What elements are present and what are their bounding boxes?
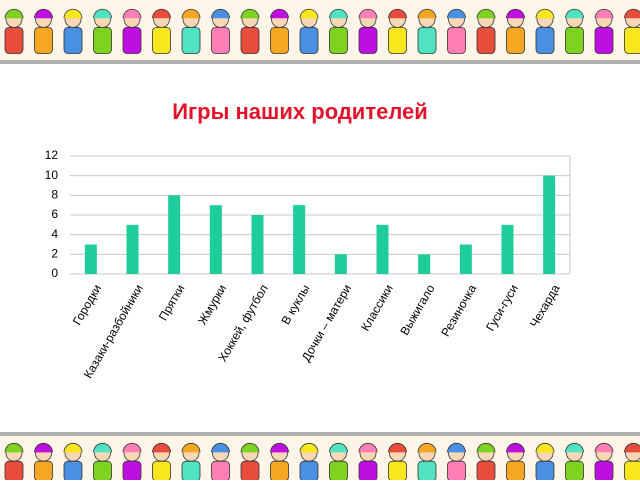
kid-body — [507, 461, 525, 480]
bar — [85, 245, 97, 275]
kid-body — [448, 461, 466, 480]
kid-body — [477, 461, 495, 480]
kid-body — [448, 27, 466, 53]
kid-body — [566, 27, 584, 53]
kid-body — [94, 461, 112, 480]
y-tick-label: 2 — [51, 247, 58, 261]
kid-body — [271, 27, 289, 53]
kid-body — [389, 27, 407, 53]
kid-body — [300, 461, 318, 480]
y-tick-label: 4 — [51, 227, 58, 241]
kid-body — [182, 461, 200, 480]
kid-body — [625, 27, 640, 53]
kid-body — [536, 27, 554, 53]
bar — [127, 225, 139, 274]
kid-body — [123, 27, 141, 53]
kid-body — [595, 461, 613, 480]
kid-body — [64, 461, 82, 480]
y-tick-label: 12 — [45, 148, 59, 162]
bar — [168, 195, 180, 274]
kid-body — [153, 27, 171, 53]
kid-body — [5, 27, 23, 53]
bar — [543, 176, 555, 274]
kid-body — [418, 27, 436, 53]
kid-body — [625, 461, 640, 480]
bar — [210, 205, 222, 274]
y-tick-label: 6 — [51, 207, 58, 221]
kid-body — [507, 27, 525, 53]
bar — [335, 254, 347, 274]
kid-body — [418, 461, 436, 480]
kid-body — [241, 27, 259, 53]
kid-body — [595, 27, 613, 53]
kid-body — [477, 27, 495, 53]
y-tick-label: 10 — [45, 168, 59, 182]
kid-body — [271, 461, 289, 480]
kid-body — [566, 461, 584, 480]
kid-body — [300, 27, 318, 53]
kid-body — [94, 27, 112, 53]
bar — [293, 205, 305, 274]
bar — [418, 254, 430, 274]
chart-title: Игры наших родителей — [172, 99, 428, 124]
kid-body — [330, 461, 348, 480]
kid-body — [212, 461, 230, 480]
kid-body — [182, 27, 200, 53]
bar — [460, 245, 472, 275]
bar — [252, 215, 264, 274]
y-tick-label: 8 — [51, 188, 58, 202]
kid-body — [64, 27, 82, 53]
bottom-border — [0, 432, 640, 480]
kid-body — [389, 461, 407, 480]
top-border — [0, 0, 640, 64]
kid-body — [35, 27, 53, 53]
bar — [502, 225, 514, 274]
kid-body — [123, 461, 141, 480]
kid-body — [359, 27, 377, 53]
y-tick-label: 0 — [51, 266, 58, 280]
kid-body — [35, 461, 53, 480]
kid-body — [212, 27, 230, 53]
kid-body — [241, 461, 259, 480]
kid-body — [536, 461, 554, 480]
kid-body — [5, 461, 23, 480]
kid-body — [330, 27, 348, 53]
kid-body — [359, 461, 377, 480]
kid-body — [153, 461, 171, 480]
bar — [377, 225, 389, 274]
